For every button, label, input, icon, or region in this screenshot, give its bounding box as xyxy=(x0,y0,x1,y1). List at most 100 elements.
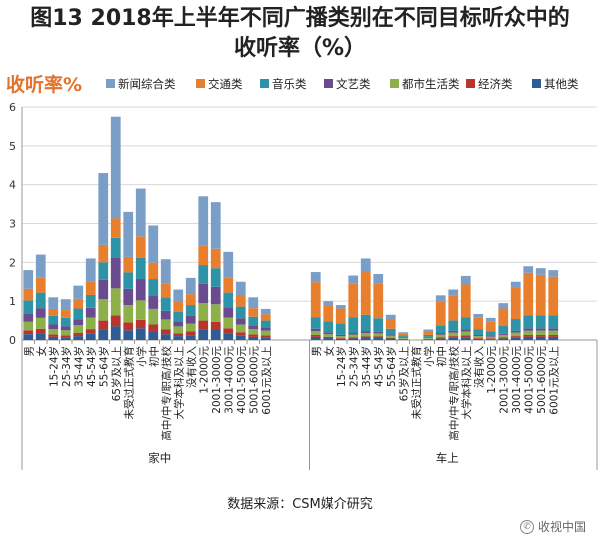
bar-segment xyxy=(548,328,559,331)
bar-segment xyxy=(23,270,34,289)
bar-segment xyxy=(523,328,534,331)
bar-segment xyxy=(373,336,384,339)
x-category-label: 3001-4000元 xyxy=(511,346,523,414)
bar-segment xyxy=(35,333,46,340)
bar-segment xyxy=(198,245,209,266)
bar-segment xyxy=(460,275,471,285)
bar-segment xyxy=(223,307,234,318)
x-category-label: 45-54岁 xyxy=(372,346,385,387)
bar-segment xyxy=(60,335,71,338)
bar-segment xyxy=(360,272,371,315)
bar-segment xyxy=(360,258,371,273)
bar-segment xyxy=(110,257,121,289)
bar-segment xyxy=(60,326,71,331)
bar-segment xyxy=(48,315,59,325)
bar-segment xyxy=(348,337,359,339)
bar-segment xyxy=(173,321,184,327)
x-category-label: 3001-4000元 xyxy=(223,346,235,414)
x-category-label: 没有收入 xyxy=(472,346,485,388)
bar-segment xyxy=(323,332,334,335)
y-tick-label: 3 xyxy=(9,218,16,231)
bar-segment xyxy=(423,336,434,338)
chart-title-line2: 收听率（%） xyxy=(233,36,367,61)
legend-label: 其他类 xyxy=(544,77,579,91)
bar-segment xyxy=(435,325,446,334)
bar-segment xyxy=(260,320,271,328)
bar-segment xyxy=(248,316,259,326)
bar-segment xyxy=(510,330,521,333)
bar-segment xyxy=(335,334,346,337)
bar-segment xyxy=(448,289,459,296)
bar-segment xyxy=(335,338,346,339)
bar-segment xyxy=(85,307,96,318)
bar-segment xyxy=(235,332,246,336)
wechat-icon: ✆ xyxy=(519,519,534,534)
bar-segment xyxy=(460,331,471,336)
bar-segment xyxy=(523,272,534,316)
bar-segment xyxy=(260,327,271,331)
bar-segment xyxy=(460,335,471,338)
bar-segment xyxy=(360,314,371,332)
y-axis-label: 收听率% xyxy=(6,74,83,96)
bar-segment xyxy=(248,325,259,330)
bar-segment xyxy=(485,339,496,340)
bar-segment xyxy=(235,306,246,319)
bar-segment xyxy=(498,333,509,335)
x-category-label: 65岁及以上 xyxy=(397,346,410,401)
bar-segment xyxy=(485,331,496,337)
bar-segment xyxy=(523,334,534,337)
bar-segment xyxy=(360,331,371,334)
bar-segment xyxy=(235,294,246,307)
bar-segment xyxy=(73,336,84,340)
bar-segment xyxy=(110,218,121,238)
bar-segment xyxy=(510,336,521,338)
bar-segment xyxy=(123,330,134,340)
watermark-text: 收视中国 xyxy=(537,520,586,534)
bar-segment xyxy=(448,332,459,337)
bar-segment xyxy=(85,258,96,282)
bar-segment xyxy=(110,237,121,258)
bar-segment xyxy=(435,301,446,326)
bar-segment xyxy=(260,335,271,338)
y-tick-label: 5 xyxy=(9,140,16,153)
bar-segment xyxy=(48,297,59,309)
bar-segment xyxy=(160,310,171,320)
bar-segment xyxy=(435,333,446,335)
bar-segment xyxy=(310,282,321,318)
bar-segment xyxy=(310,317,321,329)
bar-segment xyxy=(498,337,509,339)
bar-segment xyxy=(23,330,34,335)
bar-segment xyxy=(423,339,434,340)
legend-label: 新闻综合类 xyxy=(118,77,176,91)
bar-segment xyxy=(535,336,546,340)
bar-segment xyxy=(110,288,121,316)
bar-segment xyxy=(85,281,96,295)
x-category-label: 高中/中专/职高/技校 xyxy=(160,346,173,441)
bar-segment xyxy=(373,333,384,337)
bar-segment xyxy=(323,336,334,339)
bar-segment xyxy=(60,299,71,311)
bar-segment xyxy=(148,262,159,280)
bar-segment xyxy=(110,315,121,327)
bar-segment xyxy=(135,236,146,258)
bar-segment xyxy=(198,320,209,330)
x-category-label: 1-2000元 xyxy=(198,346,210,394)
bar-segment xyxy=(185,323,196,332)
bar-segment xyxy=(548,315,559,329)
bar-segment xyxy=(160,297,171,311)
bar-segment xyxy=(348,338,359,340)
bar-segment xyxy=(123,256,134,273)
x-category-label: 5001-6000元 xyxy=(248,346,260,414)
bar-segment xyxy=(235,318,246,325)
bar-segment xyxy=(385,335,396,338)
bar-segment xyxy=(435,338,446,340)
bar-segment xyxy=(548,270,559,277)
bar-segment xyxy=(448,337,459,340)
legend-label: 都市生活类 xyxy=(402,77,460,91)
group-label: 车上 xyxy=(436,451,459,465)
bar-segment xyxy=(335,336,346,339)
bar-segment xyxy=(385,328,396,335)
legend-label: 交通类 xyxy=(208,77,243,91)
bar-segment xyxy=(198,303,209,321)
bar-segment xyxy=(210,304,221,322)
